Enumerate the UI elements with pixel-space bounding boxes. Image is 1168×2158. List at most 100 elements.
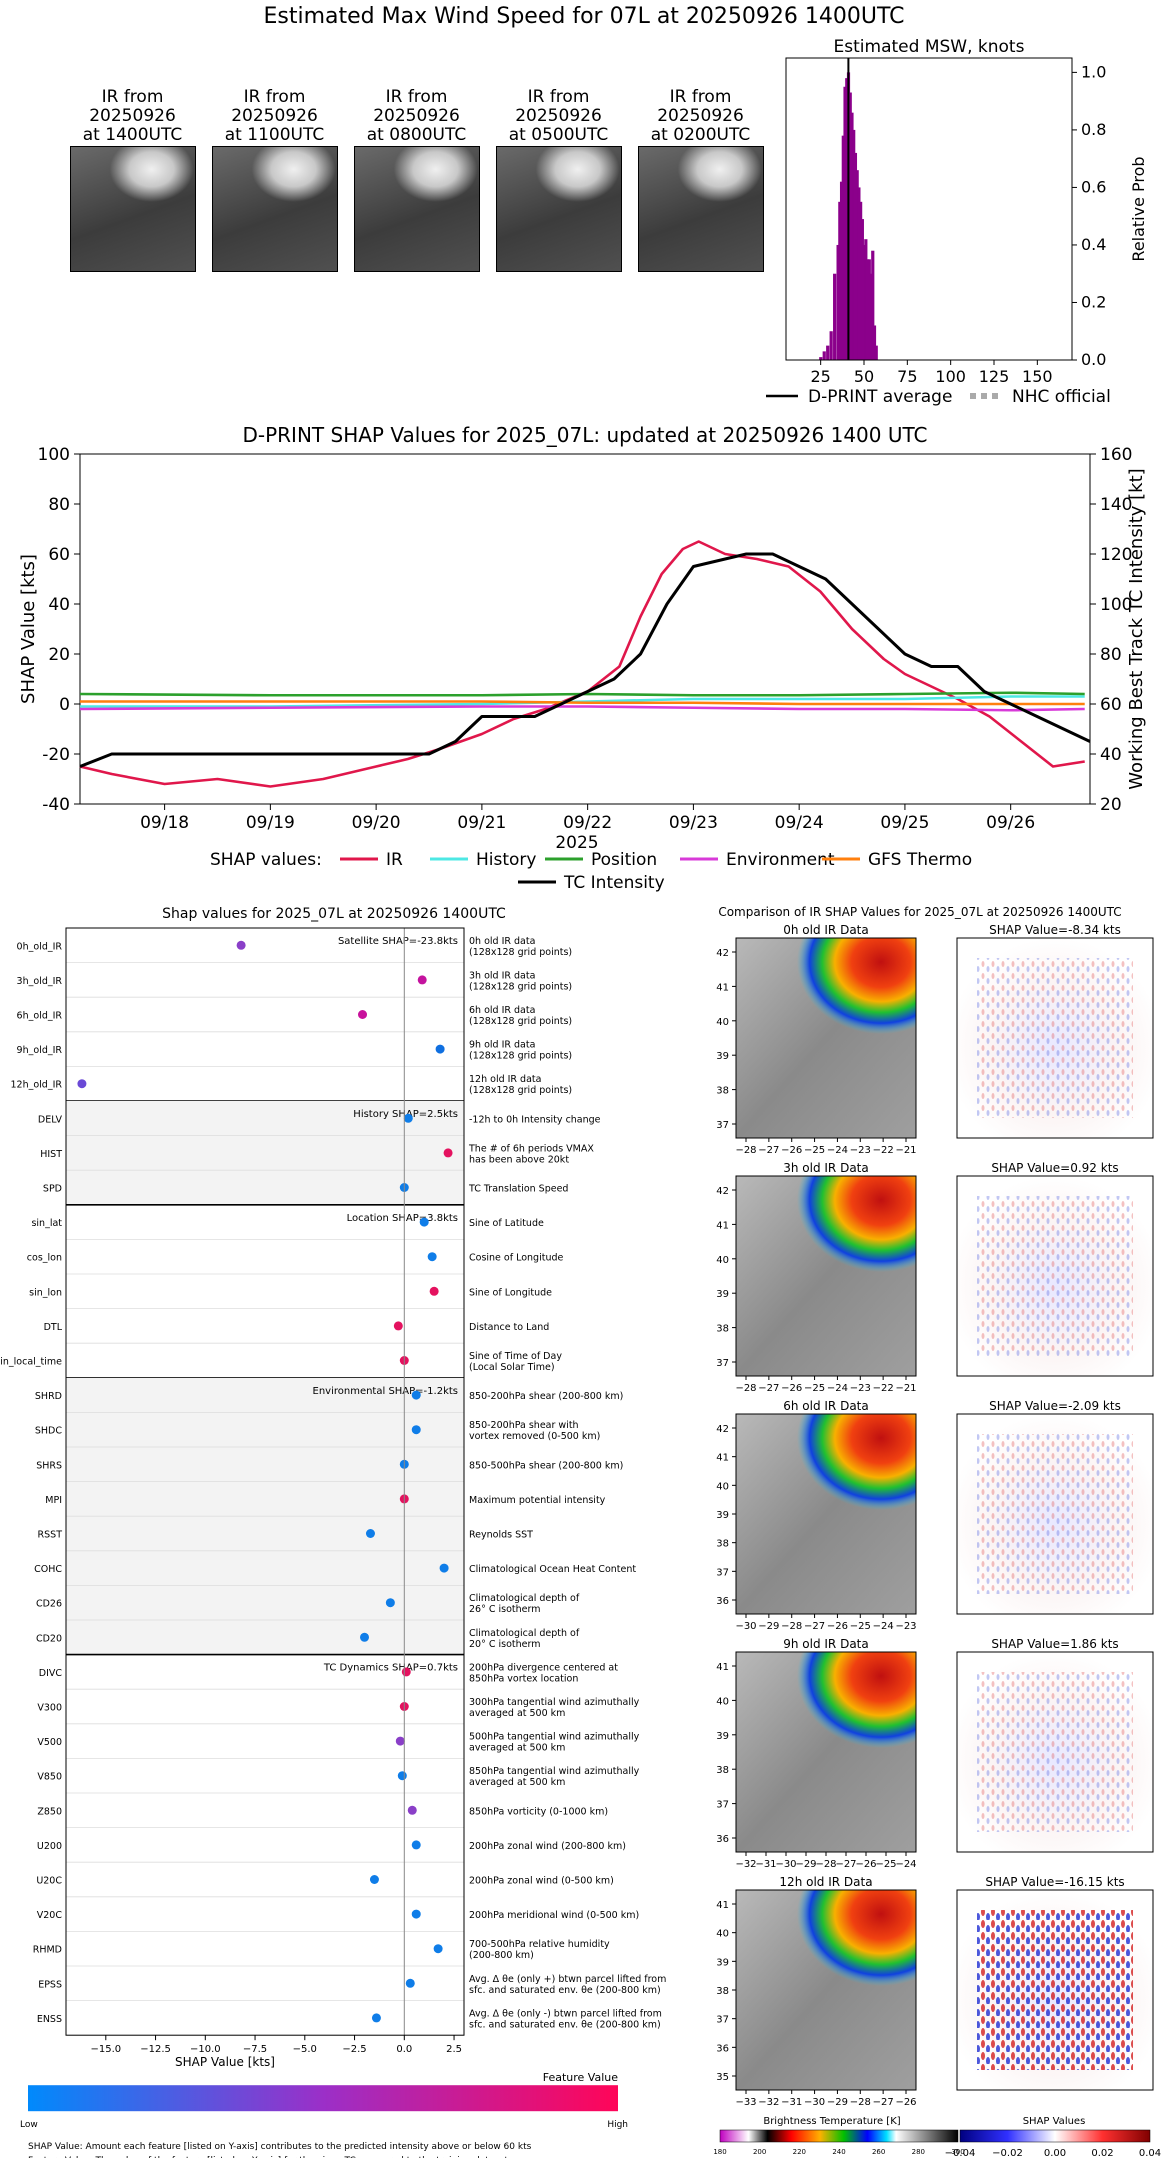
feat-row-name: CD20 [36, 1633, 62, 1644]
sv-tick-label: 0.04 [1139, 2148, 1161, 2158]
feat-row-desc: (Local Solar Time) [469, 1362, 555, 1373]
sv-tick-label: 0.00 [1044, 2148, 1066, 2158]
shap-panel-pattern [977, 1196, 1133, 1356]
msw-ytick-label: 0.2 [1081, 292, 1106, 311]
shap-panel-frame [956, 937, 1154, 1139]
ts-ylabel-right: Working Best Track TC Intensity [kt] [1126, 468, 1147, 789]
feat-row-desc: 850hPa vorticity (0-1000 km) [469, 1806, 608, 1817]
msw-bar [857, 187, 861, 360]
ir-xtick-label: −26 [781, 1145, 802, 1156]
ir-ytick-label: 39 [716, 1510, 729, 1521]
ir-ytick-label: 42 [716, 1186, 729, 1197]
ir-ytick-label: 38 [716, 1765, 729, 1776]
shap-panel [956, 1413, 1154, 1615]
ir-ytick-label: 36 [716, 2043, 729, 2054]
ir-panel [735, 937, 917, 1139]
ts-ytick-right-label: 100 [1100, 595, 1132, 615]
ir-xtick-label: −26 [895, 2097, 916, 2108]
msw-bar [867, 259, 871, 360]
bt-tick-label: 260 [872, 2148, 885, 2156]
msw-legend-nhc-label: NHC official [1012, 387, 1111, 407]
ir-ytick-label: 38 [716, 1324, 729, 1335]
ir-ytick-label: 39 [716, 1051, 729, 1062]
feat-group-label: History SHAP=2.5kts [353, 1109, 458, 1120]
msw-bar [839, 181, 844, 360]
ts-series-position [79, 691, 1085, 697]
ir-xtick-label: −32 [735, 1859, 756, 1870]
ir-xtick-label: −28 [735, 1145, 756, 1156]
msw-frame [785, 57, 1073, 361]
feat-row-desc: 200hPa meridional wind (0-500 km) [469, 1910, 639, 1921]
feat-row-desc: averaged at 500 km [469, 1777, 565, 1788]
feat-group-label: Location SHAP=3.8kts [347, 1213, 458, 1224]
feat-row-desc: vortex removed (0-500 km) [469, 1431, 600, 1442]
feat-row-name: RHMD [33, 1945, 62, 1956]
ir-xtick-label: −29 [758, 1621, 779, 1632]
feat-row-desc: 300hPa tangential wind azimuthally [469, 1697, 640, 1708]
feat-xtick-label: −7.5 [243, 2044, 267, 2055]
ir-xtick-label: −26 [827, 1621, 848, 1632]
ir-thumb-label-line: 20250926 [657, 106, 744, 126]
feat-dot [395, 1736, 405, 1746]
ir-panel [735, 1413, 917, 1615]
ts-series-history [80, 695, 1085, 708]
feat-row-desc: 3h old IR data [469, 970, 535, 981]
feat-dot [397, 1771, 407, 1781]
ir-ytick-label: 37 [716, 1358, 729, 1369]
msw-xtick-label: 100 [935, 367, 966, 386]
feat-row-desc: (128x128 grid points) [469, 1051, 572, 1062]
msw-ytick-label: 0.4 [1081, 235, 1106, 254]
shap-panel-frame [956, 1651, 1154, 1853]
shap-panel-pattern [977, 1672, 1133, 1832]
ir-xtick-label: −27 [758, 1145, 779, 1156]
ir-ytick-label: 39 [716, 1957, 729, 1968]
feat-row-desc: Climatological depth of [469, 1628, 580, 1639]
ir-thumb-label-line: at 0500UTC [508, 125, 609, 145]
msw-bar [853, 152, 858, 360]
feat-row-name: Z850 [37, 1806, 62, 1817]
ir-xtick-label: −23 [850, 1145, 871, 1156]
feat-group-label: TC Dynamics SHAP=0.7kts [323, 1663, 458, 1674]
feat-dot [407, 1805, 417, 1815]
msw-bar [822, 351, 826, 360]
msw-bar [852, 129, 856, 360]
feat-row-desc: Distance to Land [469, 1322, 549, 1333]
ir-thumb-label-line: 20250926 [231, 106, 318, 126]
ts-xtick-label: 09/18 [140, 813, 189, 833]
ir-thumb-label-line: IR from [669, 87, 732, 107]
ir-ytick-label: 40 [716, 1481, 729, 1492]
ts-xtick-label: 09/20 [352, 813, 401, 833]
ir-xtick-label: −24 [873, 1621, 894, 1632]
ir-panel-cloud [776, 1890, 916, 2010]
ir-xtick-label: −28 [850, 2097, 871, 2108]
feat-row-name: sin_local_time [0, 1357, 62, 1368]
feat-row-desc: Avg. Δ θe (only +) btwn parcel lifted fr… [469, 1974, 666, 1985]
feat-row-name: V850 [37, 1772, 62, 1783]
feat-xlabel: SHAP Value [kts] [175, 2055, 275, 2069]
ts-ytick-left-label: -40 [42, 795, 70, 815]
feat-row-desc: averaged at 500 km [469, 1708, 565, 1719]
feat-row-desc: sfc. and saturated env. θe (200-800 km) [469, 2019, 661, 2030]
shap-panel-pattern [977, 958, 1133, 1118]
feat-row-desc: 200hPa divergence centered at [469, 1662, 618, 1673]
ir-ytick-label: 36 [716, 1834, 729, 1845]
ts-series-ir [79, 540, 1085, 788]
sv-colorbar [959, 2129, 1151, 2143]
msw-bar [826, 345, 830, 360]
ir-xtick-label: −27 [804, 1621, 825, 1632]
feat-dot [417, 975, 427, 985]
ts-ytick-left-label: 0 [59, 695, 70, 715]
ir-ytick-label: 40 [716, 1929, 729, 1940]
sv-colorbar-title: SHAP Values [1023, 2116, 1086, 2127]
shap-panel-title: SHAP Value=-16.15 kts [985, 1875, 1124, 1889]
bt-tick-label: 220 [793, 2148, 806, 2156]
ir-xtick-label: −32 [758, 2097, 779, 2108]
msw-ytick-label: 0.8 [1081, 120, 1106, 139]
ir-panel-title: 0h old IR Data [783, 923, 869, 937]
msw-legend-avg-label: D-PRINT average [808, 387, 952, 407]
feat-dot [403, 1113, 413, 1123]
bt-colorbar-title: Brightness Temperature [K] [763, 2116, 900, 2127]
ts-ytick-right-label: 60 [1100, 695, 1122, 715]
feat-row-name: V300 [37, 1703, 62, 1714]
ir-panel-cloud [776, 1176, 916, 1296]
